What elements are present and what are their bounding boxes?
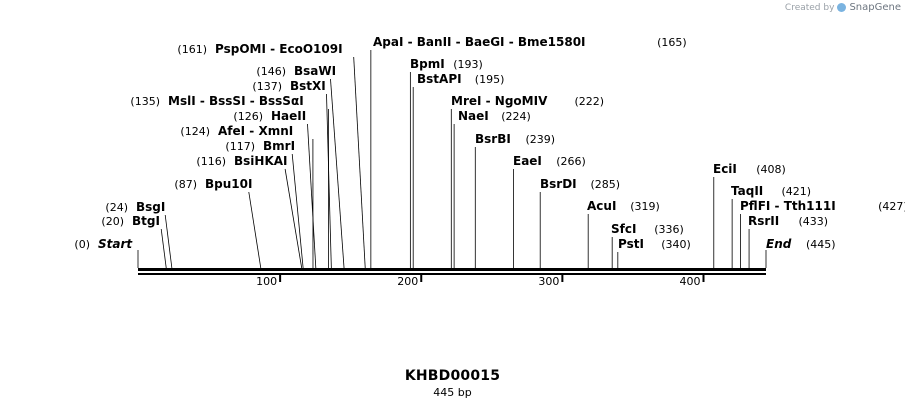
cut-site-leader [353,56,366,269]
cut-site-leader [164,214,173,269]
cut-site-position: (319) [630,200,660,213]
scale-tick [702,275,705,282]
cut-site-leader [248,191,262,269]
cut-site-position: (195) [475,73,505,86]
cut-site-leader [291,153,304,269]
enzyme-label: PflFI - Tth111I [740,199,836,213]
enzyme-label: BsrBI [475,132,511,146]
cut-site-position: (193) [453,58,483,71]
cut-site-position: (224) [501,110,531,123]
end-label: End [766,237,792,251]
cut-site-position: (239) [526,133,556,146]
sequence-line-bottom [138,273,766,275]
cut-site-position: (165) [657,36,687,49]
enzyme-label: NaeI [458,109,489,123]
enzyme-label: TaqII [731,184,763,198]
cut-site-position: (137) [252,80,282,93]
cut-site-position: (266) [556,155,586,168]
enzyme-label: BmrI [263,139,295,153]
cut-site-leader [160,228,167,269]
enzyme-label: AfeI - XmnI [218,124,293,138]
cut-site-leader [307,123,317,269]
enzyme-label: SfcI [611,222,636,236]
enzyme-label: BstAPI [417,72,462,86]
enzyme-label: BsrDI [540,177,577,191]
scale-tick-label: 200 [397,275,418,288]
start-position: (0) [74,238,90,251]
enzyme-label: EaeI [513,154,542,168]
cut-site-position: (146) [256,65,286,78]
snapgene-credit: Created by SnapGene [785,2,901,13]
scale-tick-label: 300 [538,275,559,288]
sequence-line-top [138,268,766,271]
cut-site-position: (87) [174,178,197,191]
enzyme-label: PspOMI - EcoO109I [215,42,343,56]
start-label: Start [98,237,133,251]
enzyme-label: PstI [618,237,644,251]
cut-site-leader [326,93,332,269]
scale-tick [420,275,423,282]
enzyme-label: MreI - NgoMIV [451,94,548,108]
enzyme-label: BsaWI [294,64,336,78]
scale-tick-label: 400 [679,275,700,288]
end-position: (445) [806,238,836,251]
cut-site-position: (336) [654,223,684,236]
cut-site-position: (161) [177,43,207,56]
cut-site-position: (421) [782,185,812,198]
sequence-name: KHBD00015 [404,368,501,384]
cut-site-position: (427) [878,200,905,213]
cut-site-position: (340) [661,238,691,251]
cut-site-leader [284,168,303,269]
cut-site-position: (126) [233,110,263,123]
scale-tick [279,275,282,282]
enzyme-label: BstXI [290,79,326,93]
cut-site-position: (222) [575,95,605,108]
cut-site-position: (116) [196,155,226,168]
enzyme-label: BsiHKAI [234,154,288,168]
sequence-length: 445 bp [433,386,472,399]
enzyme-label: BtgI [132,214,160,228]
cut-site-position: (408) [756,163,786,176]
cut-site-position: (124) [180,125,210,138]
credit-prefix: Created by [784,2,835,13]
enzyme-label: HaeII [271,109,306,123]
cut-site-position: (117) [225,140,255,153]
cut-site-position: (20) [101,215,124,228]
enzyme-label: MslI - BssSI - BssSαI [168,94,304,108]
scale-tick [561,275,564,282]
credit-brand: SnapGene [849,2,901,13]
enzyme-label: BpmI [410,57,445,71]
enzyme-label: EciI [713,162,737,176]
cut-site-position: (285) [591,178,621,191]
enzyme-label: ApaI - BanII - BaeGI - Bme1580I [373,35,586,49]
cut-site-position: (433) [799,215,829,228]
enzyme-label: BsgI [136,200,165,214]
enzyme-label: AcuI [587,199,616,213]
scale-tick-label: 100 [256,275,277,288]
cut-site-position: (135) [130,95,160,108]
enzyme-label: RsrII [748,214,779,228]
cut-site-leader [330,78,345,269]
cut-site-position: (24) [105,201,128,214]
snapgene-logo-icon [837,3,847,12]
enzyme-label: Bpu10I [205,177,252,191]
